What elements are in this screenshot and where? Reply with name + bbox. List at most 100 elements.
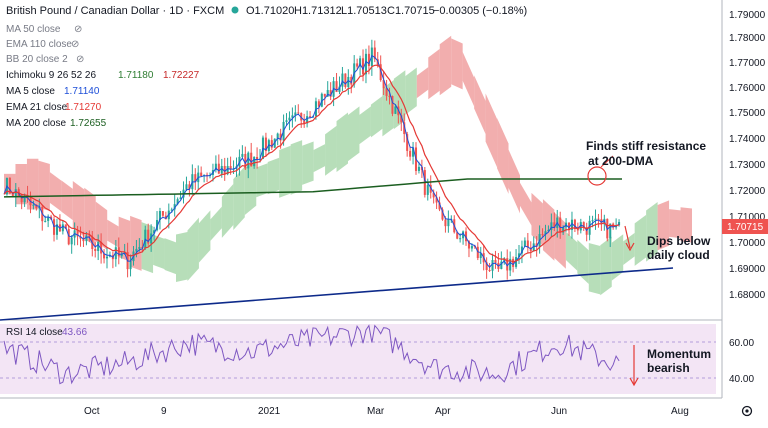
candle-body (23, 196, 26, 203)
candle-body (338, 86, 341, 92)
eye-off-icon[interactable]: ⊘ (71, 39, 79, 50)
cloud-segment (164, 238, 176, 275)
rsi-arrow-head (629, 377, 639, 387)
cloud-segment (508, 149, 520, 214)
candle-body (105, 256, 109, 259)
ma200-line (3, 178, 622, 198)
rsi-label[interactable]: RSI 14 close (6, 327, 63, 338)
settings-gear-icon[interactable] (741, 405, 753, 417)
cloud-segment (634, 214, 647, 266)
candle-body (444, 219, 447, 227)
cloud-segment (370, 96, 383, 138)
rsi-value: 43.66 (62, 327, 87, 338)
ema110-label[interactable]: EMA 110 close (6, 39, 72, 50)
candle-body (297, 112, 300, 114)
candle-body (214, 163, 217, 171)
annotation-dips-line1: Dips below (647, 234, 711, 248)
candle-body (76, 230, 79, 237)
candle-body (570, 219, 574, 230)
candle-body (491, 260, 494, 271)
candle-body (382, 80, 385, 89)
candle-body (523, 240, 526, 247)
symbol-title[interactable]: British Pound / Canadian Dollar · 1D · F… (6, 5, 224, 17)
annotation-resistance-line1: Finds stiff resistance (586, 139, 706, 153)
candle-body (291, 115, 294, 118)
cloud-segment (198, 210, 211, 263)
candle-body (88, 235, 91, 237)
cloud-segment (451, 38, 463, 90)
candle-body (35, 204, 38, 209)
bb20-label[interactable]: BB 20 close 2 (6, 54, 68, 65)
candle-body (532, 243, 535, 252)
cloud-segment (279, 145, 291, 198)
candle-body (388, 95, 391, 97)
ichimoku-value1: 1.71180 (118, 70, 154, 81)
eye-off-icon[interactable]: ⊘ (76, 54, 84, 65)
candle-body (459, 238, 462, 240)
ohlc-open: O1.71020 (246, 5, 294, 17)
cloud-segment (428, 48, 440, 100)
candle-body (535, 243, 538, 247)
candle-body (361, 58, 365, 75)
candle-body (329, 90, 332, 97)
cloud-segment (153, 234, 165, 270)
time-tick: Apr (435, 406, 451, 417)
ma50-label[interactable]: MA 50 close (6, 24, 61, 35)
moving-averages (3, 54, 622, 268)
support-trendline (0, 267, 674, 321)
time-tick: Mar (367, 406, 385, 417)
candle-body (359, 58, 362, 67)
candle-body (618, 221, 621, 226)
time-axis[interactable]: Oct 9 2021 Mar Apr Jun Aug (84, 406, 689, 417)
candle-body (138, 247, 141, 249)
candle-body (456, 232, 459, 239)
candle-body (553, 222, 556, 228)
rsi-line (3, 324, 620, 385)
price-axis[interactable]: 1.79000 1.78000 1.77000 1.76000 1.75000 … (729, 10, 766, 301)
rsi-tick: 40.00 (729, 374, 754, 385)
candle-body (250, 152, 253, 167)
candle-body (550, 222, 553, 230)
candle-body (462, 231, 465, 239)
cloud-segment (680, 207, 692, 243)
candle-body (55, 224, 59, 235)
candle-body (512, 258, 515, 267)
eye-off-icon[interactable]: ⊘ (74, 24, 82, 35)
ma5-label[interactable]: MA 5 close (6, 86, 55, 97)
candle-body (79, 236, 82, 239)
candle-body (579, 222, 582, 231)
candle-body (164, 215, 167, 220)
candle-body (120, 253, 123, 257)
candle-body (170, 209, 173, 211)
candle-body (547, 229, 550, 232)
candle-body (400, 115, 403, 123)
cloud-segment (405, 67, 417, 115)
candle-body (135, 248, 138, 252)
candle-body (303, 120, 306, 124)
dips-arrow-head (625, 242, 635, 252)
cloud-segment (416, 67, 429, 99)
cloud-segment (531, 192, 543, 246)
candle-body (294, 112, 297, 116)
price-tick: 1.73000 (729, 160, 766, 171)
cloud-segment (26, 158, 39, 210)
candle-body (503, 258, 506, 262)
candle-body (464, 231, 468, 242)
candle-body (379, 64, 382, 81)
candle-body (11, 193, 14, 198)
ichimoku-label[interactable]: Ichimoku 9 26 52 26 (6, 70, 96, 81)
candle-body (217, 163, 220, 174)
candle-body (14, 189, 17, 198)
candle-body (108, 255, 111, 257)
candle-body (185, 184, 188, 190)
cloud-segment (611, 234, 624, 281)
time-tick: 2021 (258, 406, 281, 417)
cloud-segment (359, 106, 371, 145)
candle-body (385, 88, 388, 96)
candle-body (153, 230, 156, 234)
ema21-label[interactable]: EMA 21 close (6, 102, 68, 113)
cloud-segment (485, 93, 498, 168)
ma200-label[interactable]: MA 200 close (6, 118, 66, 129)
candle-body (479, 253, 482, 259)
cloud-segment (565, 231, 578, 271)
